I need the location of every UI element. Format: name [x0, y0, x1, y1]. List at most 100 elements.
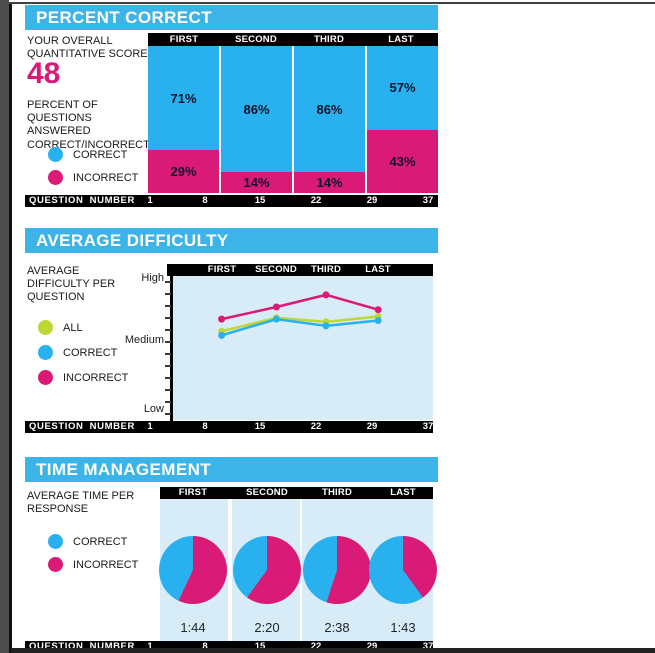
question-number-axis: QUESTION NUMBER 1 8 15 22 29 37: [25, 421, 433, 433]
bar-segment-correct-first: 71%: [148, 46, 219, 151]
percent-correct-legend: CORRECT INCORRECT: [48, 147, 138, 193]
y-axis-label-low: Low: [143, 403, 164, 415]
quarter-header-bar: FIRST SECOND THIRD LAST: [148, 33, 438, 46]
question-number-tick: 22: [310, 421, 322, 432]
quarter-label-third: THIRD: [310, 264, 342, 275]
question-number-tick: 1: [147, 421, 153, 432]
y-axis-tick: [165, 317, 171, 319]
bar-segment-incorrect-last: 43%: [367, 129, 438, 193]
page-edge-bottom: [11, 648, 655, 653]
y-axis-tick: [165, 353, 171, 355]
line-correct: [221, 317, 379, 337]
bar-segment-incorrect-third: 14%: [294, 172, 365, 193]
legend-item-incorrect: INCORRECT: [48, 170, 138, 185]
avg-time-third: 2:38: [324, 620, 350, 635]
legend-item-correct: CORRECT: [48, 534, 138, 549]
legend-item-correct: CORRECT: [38, 345, 128, 360]
bar-value-label: 43%: [389, 153, 416, 169]
pie-chart-last: [369, 536, 437, 604]
y-axis-tick: [165, 365, 171, 367]
question-number-tick: 15: [254, 421, 266, 432]
question-number-tick: 29: [366, 421, 378, 432]
y-axis-tick: [165, 413, 171, 415]
avg-time-second: 2:20: [254, 620, 280, 635]
section-title-percent-correct: PERCENT CORRECT: [25, 5, 438, 30]
bar-segment-incorrect-second: 14%: [221, 172, 292, 193]
legend-label: CORRECT: [73, 148, 128, 161]
question-number-tick: 8: [202, 421, 208, 432]
quarter-label-first: FIRST: [169, 34, 199, 45]
quarter-label-third: THIRD: [313, 34, 345, 45]
avg-time-first: 1:44: [180, 620, 206, 635]
bar-value-label: 86%: [316, 101, 343, 117]
bar-value-label: 71%: [170, 90, 197, 106]
line-incorrect: [221, 293, 379, 321]
bar-value-label: 14%: [316, 175, 343, 191]
pie-chart-second: [233, 536, 301, 604]
point-correct: [374, 317, 382, 324]
correct-dot: [38, 345, 53, 360]
percent-correct-stacked-bars: 71% 29% 86% 14% 86% 14% 57% 43%: [148, 46, 438, 193]
quarter-label-first: FIRST: [207, 264, 237, 275]
question-number-tick: 29: [366, 195, 378, 206]
all-dot: [38, 320, 53, 335]
pie-chart-third: [303, 536, 371, 604]
quarter-label-second: SECOND: [235, 34, 277, 45]
overall-score-value: 48: [27, 57, 61, 90]
question-number-tick: 22: [310, 641, 322, 652]
quarter-label-last: LAST: [388, 34, 414, 45]
legend-label: INCORRECT: [73, 171, 139, 184]
point-incorrect: [272, 303, 280, 311]
question-number-tick: 8: [202, 195, 208, 206]
quarter-label-second: SECOND: [246, 487, 288, 498]
overall-score-label: YOUR OVERALL QUANTITATIVE SCORE:: [27, 35, 151, 61]
point-incorrect: [218, 315, 226, 323]
quarter-header-bar: FIRST SECOND THIRD LAST: [167, 264, 433, 276]
y-axis-label-high: High: [141, 272, 164, 284]
legend-item-correct: CORRECT: [48, 147, 138, 162]
incorrect-dot: [48, 170, 63, 185]
legend-label: CORRECT: [63, 346, 118, 359]
y-axis-tick: [165, 293, 171, 295]
bar-value-label: 14%: [243, 175, 270, 191]
question-number-label: QUESTION NUMBER: [29, 195, 135, 206]
legend-label: CORRECT: [73, 535, 128, 548]
line-all: [221, 315, 379, 333]
quarter-header-bar: FIRST SECOND THIRD LAST: [160, 487, 433, 499]
question-number-tick: 1: [147, 195, 153, 206]
point-correct: [322, 322, 330, 330]
window-border-left: [0, 0, 9, 653]
average-difficulty-description: AVERAGE DIFFICULTY PER QUESTION: [27, 265, 116, 304]
question-number-axis: QUESTION NUMBER 1 8 15 22 29 37: [25, 195, 438, 207]
y-axis-tick: [165, 401, 171, 403]
y-axis-tick: [165, 389, 171, 391]
quarter-label-last: LAST: [365, 264, 391, 275]
bar-value-label: 29%: [170, 164, 197, 180]
quarter-label-second: SECOND: [255, 264, 297, 275]
point-incorrect: [322, 291, 330, 299]
question-number-tick: 22: [310, 195, 322, 206]
time-management-description: AVERAGE TIME PER RESPONSE: [27, 490, 135, 516]
legend-label: INCORRECT: [73, 558, 139, 571]
page-edge-top: [9, 2, 655, 4]
correct-dot: [48, 534, 63, 549]
y-axis-tick: [165, 281, 171, 283]
question-number-tick: 37: [422, 195, 434, 206]
bar-value-label: 86%: [243, 101, 270, 117]
correct-dot: [48, 147, 63, 162]
percent-correct-description: PERCENT OF QUESTIONS ANSWERED CORRECT/IN…: [27, 99, 150, 151]
bar-value-label: 57%: [389, 80, 416, 96]
y-axis-tick: [165, 377, 171, 379]
page-edge-left: [9, 2, 12, 653]
bar-segment-correct-third: 86%: [294, 46, 365, 173]
section-title-average-difficulty: AVERAGE DIFFICULTY: [25, 228, 438, 253]
question-number-tick: 15: [254, 195, 266, 206]
y-axis-tick: [165, 341, 171, 343]
avg-time-last: 1:43: [390, 620, 416, 635]
average-difficulty-legend: ALL CORRECT INCORRECT: [38, 320, 128, 395]
incorrect-dot: [48, 557, 63, 572]
question-number-label: QUESTION NUMBER: [29, 421, 135, 432]
quarter-label-first: FIRST: [178, 487, 208, 498]
y-axis-tick: [165, 329, 171, 331]
